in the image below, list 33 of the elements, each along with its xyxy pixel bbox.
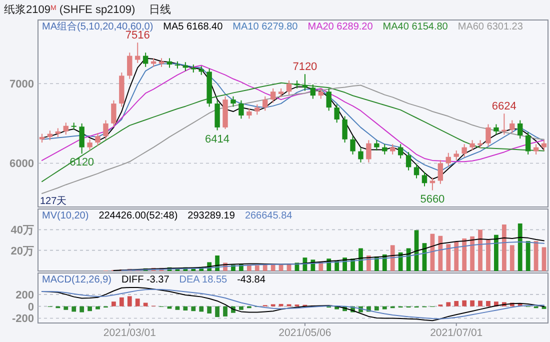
text: MA5 6168.40 (163, 22, 224, 32)
text: MA20 6289.20 (308, 22, 374, 32)
series-label: DIFF -3.37 (121, 274, 170, 286)
legend-title: MV(10,20) (42, 210, 89, 222)
x-tick-label: 2021/07/01 (430, 327, 483, 339)
annotation: 7516 (125, 30, 150, 42)
chart-subtitle: 日线 (149, 3, 172, 16)
annotation: -43.84 (237, 274, 266, 286)
annotation: 127天 (40, 196, 67, 207)
text: MA10 6279.80 (232, 22, 298, 32)
text: MA40 6154.80 (382, 22, 448, 32)
x-tick-label: 2021/03/01 (103, 327, 156, 339)
text: MA60 6301.23 (458, 22, 524, 32)
y-tick-label: 40万 (10, 224, 34, 237)
x-tick-label: 2021/05/06 (278, 327, 332, 339)
annotation: 6414 (205, 133, 230, 146)
text: 266645.84 (244, 210, 293, 222)
annotation: 7120 (292, 61, 318, 74)
text: 293289.19 (188, 210, 236, 222)
series-label: DEA 18.55 (179, 274, 228, 286)
annotation: 5660 (420, 193, 445, 206)
y-tick-label: 200 (16, 289, 34, 302)
y-tick-label: 6000 (10, 158, 34, 170)
y-tick-label: 7000 (10, 78, 34, 91)
y-tick-label: -200 (12, 313, 34, 326)
legend-title: MA组合(5,10,20,40,60,0) (42, 20, 154, 32)
chart-title: 纸浆2109$^{M}$ (SHFE sp2109) (4, 4, 136, 16)
annotation: 6624 (492, 100, 516, 113)
annotation: 6120 (70, 156, 94, 169)
legend-title: MACD(12,26,9) (42, 274, 112, 286)
y-tick-label: 20万 (10, 245, 34, 258)
y-tick-label: 0 (28, 301, 34, 314)
annotation: 224426.00(52:48) (98, 210, 178, 222)
